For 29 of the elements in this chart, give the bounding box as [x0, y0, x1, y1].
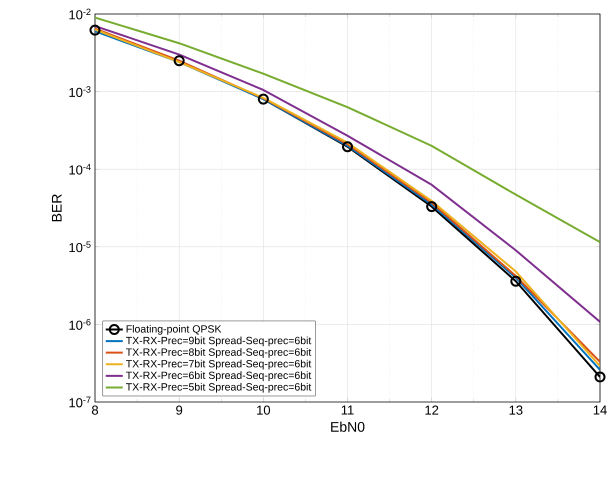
y-tick-label: 10$^{-4}$: [69, 164, 91, 175]
legend-label: TX-RX-Prec=7bit Spread-Seq-prec=6bit: [126, 360, 312, 370]
x-axis-title: EbN0: [331, 422, 364, 432]
x-tick-label: 13: [510, 406, 522, 415]
y-tick-label: 10$^{-3}$: [69, 86, 91, 98]
point: [510, 276, 522, 287]
y-tick-label: 10$^{-6}$: [69, 319, 91, 330]
point: [90, 24, 100, 36]
legend-label: TX-RX-Prec=6bit Spread-Seq-prec=6bit: [126, 371, 312, 382]
legend-label: TX-RX-Prec=8bit Spread-Seq-prec=6bit: [126, 348, 312, 358]
point: [174, 55, 185, 66]
point: [258, 94, 269, 105]
x-tick-label: 10: [257, 406, 270, 415]
x-tick-label: 8: [92, 406, 98, 415]
legend-label: TX-RX-Prec=9bit Spread-Seq-prec=6bit: [126, 336, 312, 346]
x-tick-label: 9: [176, 406, 182, 415]
legend-label: Floating-point QPSK: [126, 324, 222, 335]
line-series: [95, 16, 600, 244]
x-tick-label: 11: [342, 406, 354, 414]
y-tick-label: 10$^{-7}$: [69, 396, 91, 408]
point: [594, 372, 606, 383]
y-tick-label: 10$^{-2}$: [69, 8, 91, 20]
x-tick-label: 12: [425, 406, 438, 415]
y-axis-title: BER: [52, 194, 62, 222]
y-tick-label: 10$^{-5}$: [69, 241, 91, 252]
legend-label: TX-RX-Prec=5bit Spread-Seq-prec=6bit: [126, 382, 312, 393]
x-tick-label: 14: [594, 406, 607, 414]
point: [426, 201, 438, 212]
point: [342, 141, 354, 152]
